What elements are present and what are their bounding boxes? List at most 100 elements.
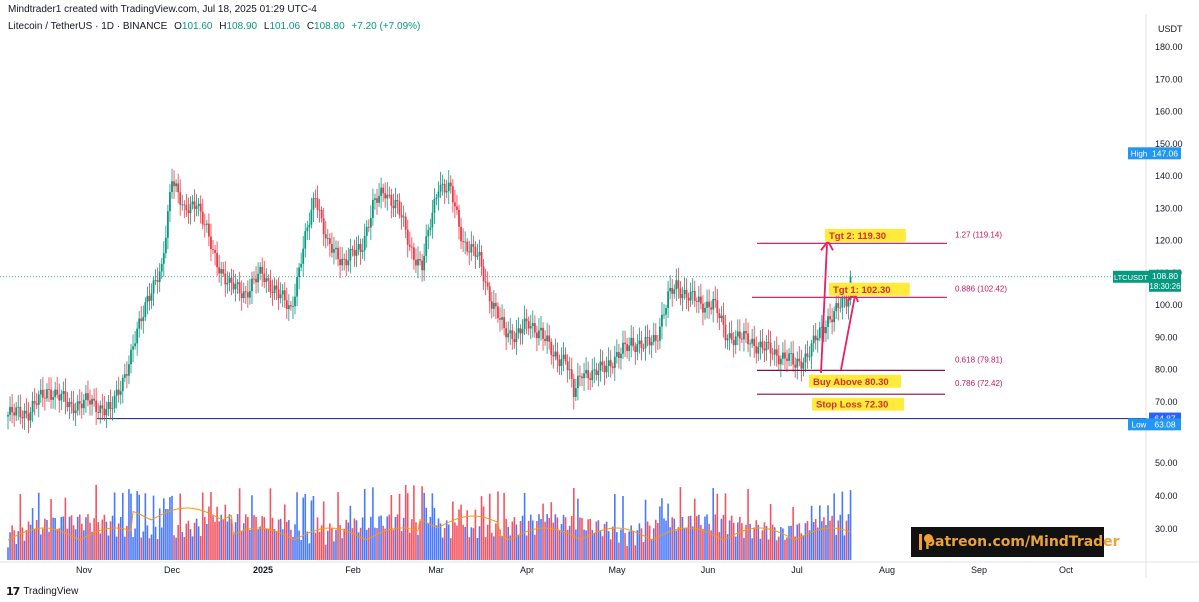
time-axis-label: Feb	[345, 565, 361, 575]
candle-body	[7, 414, 9, 417]
candle-body	[128, 364, 130, 376]
volume-bar	[511, 521, 514, 560]
annotation-badge-text: Stop Loss 72.30	[816, 400, 888, 411]
candle-body	[814, 335, 817, 341]
volume-bar	[97, 522, 99, 560]
candle-body	[13, 412, 16, 416]
volume-bar	[15, 544, 17, 560]
volume-bar	[54, 518, 56, 560]
candle-body	[171, 181, 173, 193]
candle-body	[271, 292, 274, 293]
candle-body	[497, 306, 499, 319]
volume-bar	[394, 516, 397, 560]
candle-body	[474, 246, 477, 257]
candle-body	[326, 238, 329, 240]
candle-body	[306, 227, 309, 232]
candle-body	[730, 333, 733, 340]
volume-bar	[677, 527, 680, 560]
candle-body	[357, 243, 360, 250]
candle-body	[316, 198, 319, 210]
patreon-banner[interactable]: patreon.com/MindTrader	[911, 527, 1120, 557]
candle-body	[148, 295, 151, 301]
volume-bar	[31, 508, 34, 560]
volume-bar	[124, 536, 126, 560]
candle-body	[441, 183, 444, 185]
candle-body	[533, 323, 536, 333]
tradingview-logo[interactable]: 17 TradingView	[6, 585, 78, 598]
candle-body	[400, 214, 403, 218]
candle-body	[572, 378, 575, 397]
volume-bar	[839, 514, 842, 560]
volume-bar	[109, 521, 112, 560]
candle-body	[753, 338, 756, 347]
candle-body	[722, 315, 725, 325]
volume-bar	[345, 519, 348, 560]
candle-body	[367, 226, 370, 228]
candle-body	[615, 352, 618, 357]
volume-bar	[665, 520, 667, 560]
volume-bar	[696, 516, 698, 560]
candle-body	[451, 186, 454, 203]
volume-bar	[447, 524, 450, 560]
candle-body	[550, 341, 553, 355]
candle-body	[691, 291, 694, 292]
candle-body	[205, 223, 208, 225]
volume-bar	[529, 514, 532, 560]
volume-bar	[169, 497, 171, 560]
candle-body	[708, 301, 710, 308]
volume-bar	[501, 535, 503, 560]
candle-body	[228, 277, 231, 283]
volume-bar	[300, 540, 302, 560]
volume-bar	[411, 519, 413, 560]
volume-bar	[281, 529, 284, 560]
currency-label[interactable]: USDT	[1158, 24, 1183, 34]
candle-body	[566, 361, 569, 371]
candle-body	[119, 391, 122, 395]
volume-bar	[685, 527, 688, 560]
volume-bar	[288, 520, 290, 560]
candle-body	[779, 358, 782, 365]
volume-bar	[283, 504, 286, 560]
volume-bar	[513, 517, 516, 560]
volume-bar	[265, 528, 268, 560]
candle-body	[78, 401, 81, 404]
volume-bar	[427, 522, 430, 560]
candle-body	[626, 344, 628, 352]
volume-bar	[741, 523, 743, 560]
volume-bar	[431, 493, 434, 560]
volume-bar	[560, 524, 563, 560]
candle-body	[587, 370, 590, 379]
ohlc-low: L101.06	[263, 21, 301, 32]
candle-body	[27, 413, 30, 421]
candle-body	[384, 193, 387, 199]
candle-body	[490, 301, 493, 309]
volume-bar	[595, 521, 598, 560]
volume-bar	[605, 521, 608, 560]
candle-body	[410, 246, 413, 248]
candle-body	[361, 250, 364, 252]
volume-bar	[119, 516, 122, 560]
candle-body	[224, 273, 227, 285]
candle-body	[792, 353, 795, 365]
volume-bar	[56, 529, 58, 560]
volume-bar	[195, 518, 198, 560]
volume-bar	[189, 529, 192, 560]
volume-bar	[491, 532, 493, 560]
candle-body	[671, 287, 674, 294]
candle-body	[638, 340, 641, 345]
candle-body	[187, 210, 190, 214]
volume-bar	[417, 534, 419, 560]
volume-bar	[253, 515, 255, 560]
volume-bar	[663, 518, 665, 560]
candle-body	[757, 346, 760, 354]
volume-bar	[532, 520, 534, 560]
price-tick-label: 100.00	[1155, 300, 1183, 310]
candle-body	[164, 237, 167, 254]
fib-level-label: 0.786 (72.42)	[955, 379, 1003, 388]
volume-bar	[716, 493, 719, 560]
volume-bar	[259, 526, 261, 560]
candle-body	[816, 338, 819, 341]
candle-body	[396, 199, 399, 202]
symbol-title: Litecoin / TetherUS · 1D · BINANCE	[8, 21, 168, 32]
